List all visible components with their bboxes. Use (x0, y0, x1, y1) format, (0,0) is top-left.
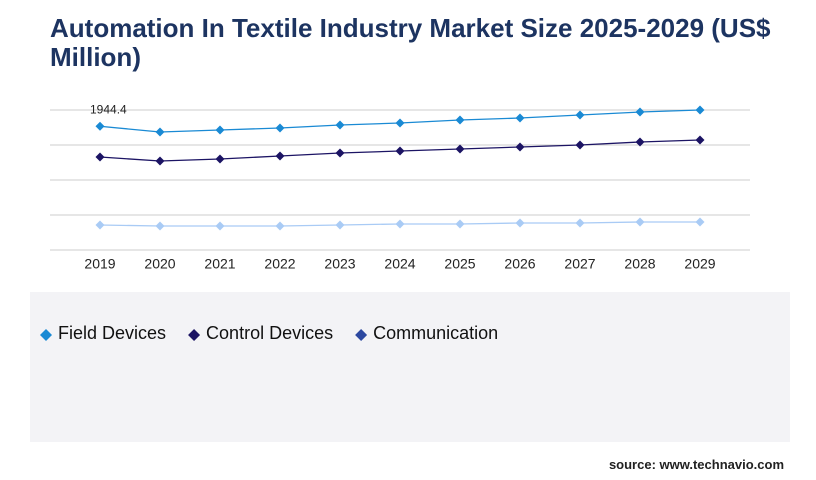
x-tick-label: 2026 (504, 256, 535, 272)
data-label: 1944.4 (90, 102, 127, 116)
data-point (215, 125, 225, 135)
data-point (635, 217, 645, 227)
data-point (575, 218, 585, 228)
data-point (335, 148, 345, 158)
x-tick-label: 2020 (144, 256, 175, 272)
data-point (395, 118, 405, 128)
data-point (335, 120, 345, 130)
data-point (695, 135, 705, 145)
x-tick-label: 2019 (84, 256, 115, 272)
data-point (335, 220, 345, 230)
data-point (95, 220, 105, 230)
x-tick-label: 2028 (624, 256, 655, 272)
legend-label: Control Devices (206, 323, 333, 343)
x-tick-label: 2024 (384, 256, 415, 272)
data-point (695, 105, 705, 115)
data-point (515, 142, 525, 152)
data-point (275, 221, 285, 231)
x-tick-label: 2021 (204, 256, 235, 272)
data-point (275, 123, 285, 133)
data-point (455, 144, 465, 154)
data-point (155, 221, 165, 231)
data-point (95, 152, 105, 162)
data-point (515, 218, 525, 228)
data-point (635, 137, 645, 147)
data-point (695, 217, 705, 227)
x-tick-label: 2029 (684, 256, 715, 272)
data-point (395, 219, 405, 229)
x-tick-label: 2025 (444, 256, 475, 272)
data-point (155, 127, 165, 137)
legend-label: Communication (373, 323, 498, 343)
data-point (395, 146, 405, 156)
x-tick-label: 2023 (324, 256, 355, 272)
x-tick-label: 2027 (564, 256, 595, 272)
data-point (515, 113, 525, 123)
x-tick-label: 2022 (264, 256, 295, 272)
source: source: www.technavio.com (608, 457, 784, 472)
data-point (575, 140, 585, 150)
data-point (155, 156, 165, 166)
legend-marker (40, 329, 52, 341)
legend-marker (355, 329, 368, 341)
data-point (275, 151, 285, 161)
data-point (575, 110, 585, 120)
legend-label: Field Devices (58, 323, 166, 343)
data-point (455, 219, 465, 229)
data-point (215, 221, 225, 231)
chart-title: Automation In Textile Industry Market Si… (50, 13, 771, 72)
data-point (635, 107, 645, 117)
data-point (95, 121, 105, 131)
legend-panel (30, 292, 790, 442)
data-point (455, 115, 465, 125)
legend-marker (188, 329, 201, 341)
data-point (215, 154, 225, 164)
